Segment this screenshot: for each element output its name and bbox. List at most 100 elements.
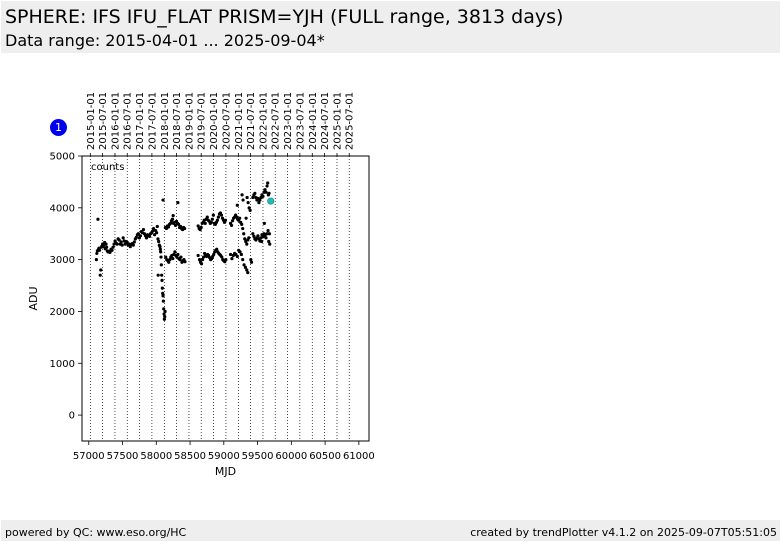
y-tick-label: 1000 xyxy=(50,359,75,370)
x-axis-ticks: 57000 57500 58000 58500 59000 59500 60000 60500… xyxy=(73,441,375,462)
data-point xyxy=(110,248,114,252)
footer-credit: powered by QC: www.eso.org/HC xyxy=(5,526,187,539)
data-point xyxy=(147,234,152,238)
data-point xyxy=(161,198,165,202)
data-point xyxy=(265,184,269,188)
data-point xyxy=(257,201,261,205)
data-point xyxy=(159,255,163,259)
data-point xyxy=(163,315,167,319)
data-point xyxy=(263,188,267,192)
counts-annotation: counts xyxy=(91,162,124,173)
data-point xyxy=(203,221,207,225)
date-tick-label: 2016-07-01 xyxy=(123,92,134,150)
info-badge[interactable]: 1 xyxy=(50,119,67,136)
data-point xyxy=(251,232,255,236)
data-point xyxy=(183,226,187,231)
data-point xyxy=(158,245,162,249)
data-point xyxy=(235,203,239,207)
data-point xyxy=(266,229,270,233)
x-axis-label: MJD xyxy=(215,465,236,478)
data-point xyxy=(247,206,251,210)
x-tick-label: 61000 xyxy=(343,451,375,462)
y-axis-ticks: 0 1000 2000 3000 4000 5000 xyxy=(50,152,82,422)
data-point xyxy=(161,299,165,303)
data-point xyxy=(168,258,172,262)
data-point xyxy=(161,294,165,298)
data-point xyxy=(94,258,98,262)
footer-bar: powered by QC: www.eso.org/HC created by… xyxy=(1,520,780,541)
data-point xyxy=(261,194,265,199)
data-point xyxy=(164,255,168,259)
date-tick-label: 2018-01-01 xyxy=(160,92,171,150)
x-tick-label: 57500 xyxy=(107,451,139,462)
data-point xyxy=(162,317,166,321)
data-point xyxy=(196,224,200,228)
data-point xyxy=(215,218,219,222)
data-point xyxy=(242,232,246,236)
data-point xyxy=(160,286,164,290)
y-tick-label: 4000 xyxy=(50,203,75,214)
data-point xyxy=(99,268,103,272)
data-point xyxy=(115,242,119,246)
data-point xyxy=(240,193,244,197)
data-point xyxy=(155,224,159,229)
data-range-subtitle: Data range: 2015-04-01 ... 2025-09-04* xyxy=(5,31,325,50)
data-point xyxy=(199,225,203,230)
data-point xyxy=(132,240,136,244)
data-point xyxy=(228,252,233,257)
data-point xyxy=(200,258,205,262)
x-tick-label: 60500 xyxy=(309,451,341,462)
data-point xyxy=(265,232,269,236)
data-point xyxy=(151,226,156,231)
data-point xyxy=(131,243,135,247)
date-tick-label: 2023-07-01 xyxy=(295,92,306,150)
data-point xyxy=(246,201,250,205)
data-point xyxy=(158,247,162,251)
data-point xyxy=(264,236,268,240)
data-points xyxy=(94,181,275,321)
date-tick-label: 2020-07-01 xyxy=(221,92,232,150)
data-point xyxy=(162,312,166,316)
data-point xyxy=(240,222,244,226)
data-point xyxy=(162,307,166,311)
data-point xyxy=(171,213,175,218)
date-tick-label: 2022-01-01 xyxy=(258,92,269,150)
x-tick-label: 60000 xyxy=(275,451,307,462)
data-point xyxy=(108,250,112,254)
data-point xyxy=(144,236,149,240)
data-point xyxy=(210,217,214,221)
latest-data-point xyxy=(267,197,275,205)
data-point xyxy=(241,258,245,262)
data-point xyxy=(211,213,215,217)
plot-frame xyxy=(81,155,370,442)
data-point xyxy=(136,232,140,236)
data-point xyxy=(268,242,272,246)
data-point xyxy=(242,263,246,267)
data-point xyxy=(267,239,271,244)
data-point xyxy=(241,198,245,202)
date-tick-label: 2019-07-01 xyxy=(197,92,208,150)
x-tick-label: 59500 xyxy=(242,451,274,462)
data-point xyxy=(251,195,255,200)
data-point xyxy=(121,236,125,240)
data-point xyxy=(150,229,155,233)
date-tick-label: 2015-07-01 xyxy=(98,92,109,150)
data-point xyxy=(183,260,187,264)
data-point xyxy=(160,278,164,282)
data-point xyxy=(248,208,252,213)
data-point xyxy=(220,255,224,259)
y-tick-label: 2000 xyxy=(50,307,75,318)
x-tick-label: 57000 xyxy=(73,451,105,462)
date-tick-labels: 2015-01-01 2015-07-01 2016-01-01 2016-07-01… xyxy=(86,92,356,150)
data-point xyxy=(161,291,165,295)
data-point xyxy=(238,250,242,254)
data-point xyxy=(264,190,268,194)
data-point xyxy=(134,235,138,239)
data-point xyxy=(117,238,121,242)
data-point xyxy=(246,270,250,275)
data-point xyxy=(159,263,163,267)
data-point xyxy=(245,242,249,246)
y-tick-label: 3000 xyxy=(50,255,75,266)
data-point xyxy=(163,309,167,314)
data-point xyxy=(245,268,249,272)
